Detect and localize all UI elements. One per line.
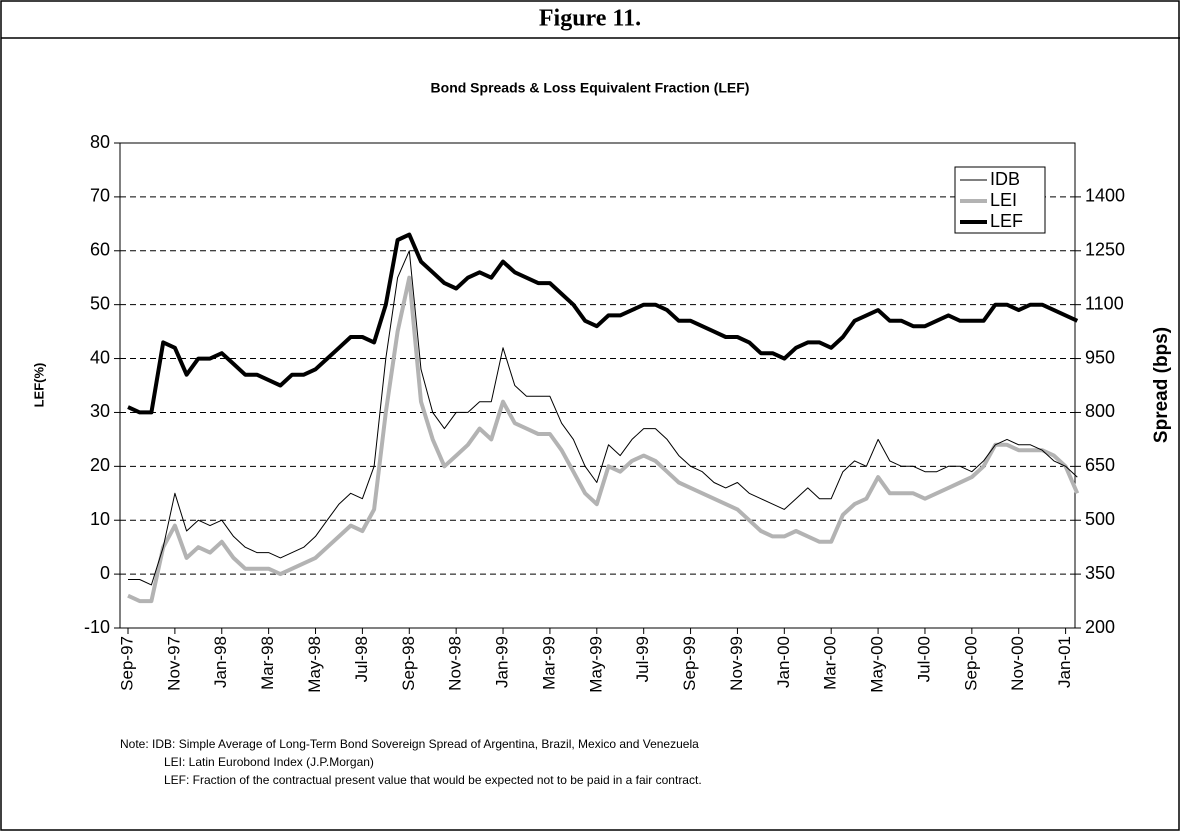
legend-label: LEI: [990, 190, 1017, 210]
y2-tick-label: 800: [1085, 401, 1115, 421]
plot-frame: [119, 142, 1076, 629]
y2-tick-label: 200: [1085, 617, 1115, 637]
x-tick-label: Mar-99: [539, 636, 558, 690]
series-line: [127, 275, 1080, 604]
x-tick-label: Jan-01: [1055, 636, 1074, 688]
x-tick-label: Nov-99: [727, 636, 746, 691]
x-tick-label: May-98: [305, 636, 324, 693]
note: LEF: Fraction of the contractual present…: [164, 773, 702, 787]
x-tick-label: Nov-97: [164, 636, 183, 691]
x-tick-label: Jul-99: [633, 636, 652, 682]
note: Note: IDB: Simple Average of Long-Term B…: [120, 737, 699, 751]
legend-label: IDB: [990, 169, 1020, 189]
x-tick-label: Sep-97: [117, 636, 136, 691]
y-tick-label: 40: [90, 347, 110, 367]
x-tick-label: Nov-98: [446, 636, 465, 691]
chart-title: Bond Spreads & Loss Equivalent Fraction …: [431, 80, 750, 96]
y-tick-label: 80: [90, 132, 110, 152]
note: LEI: Latin Eurobond Index (J.P.Morgan): [164, 755, 374, 769]
y-tick-label: 70: [90, 186, 110, 206]
y-axis-label: LEF(%): [31, 363, 46, 408]
y2-tick-label: 1250: [1085, 240, 1125, 260]
x-tick-label: Jul-00: [914, 636, 933, 682]
series-line: [127, 232, 1079, 415]
y-tick-label: 60: [90, 240, 110, 260]
x-tick-label: Sep-98: [399, 636, 418, 691]
x-tick-label: Mar-98: [258, 636, 277, 690]
y-tick-label: 20: [90, 455, 110, 475]
y-tick-label: 0: [100, 563, 110, 583]
x-tick-label: May-99: [586, 636, 605, 693]
y2-axis-label: Spread (bps): [1151, 327, 1172, 443]
y2-tick-label: 500: [1085, 509, 1115, 529]
x-tick-label: Jan-99: [493, 636, 512, 688]
y2-tick-label: 1100: [1085, 293, 1124, 313]
y2-tick-label: 950: [1085, 347, 1115, 367]
y-tick-label: 30: [90, 401, 110, 421]
x-tick-label: Sep-00: [961, 636, 980, 691]
y2-tick-label: 1400: [1085, 186, 1125, 206]
x-tick-label: Jan-98: [211, 636, 230, 688]
x-tick-label: Jan-00: [774, 636, 793, 688]
y2-tick-label: 350: [1085, 563, 1115, 583]
y-tick-label: -10: [84, 617, 110, 637]
series-line: [128, 250, 1078, 586]
y-tick-label: 10: [90, 509, 110, 529]
x-tick-label: Nov-00: [1008, 636, 1027, 691]
figure-title: Figure 11.: [539, 6, 641, 32]
x-tick-label: May-00: [868, 636, 887, 693]
y-tick-label: 50: [90, 293, 110, 313]
legend-label: LEF: [990, 211, 1023, 231]
y2-tick-label: 650: [1085, 455, 1115, 475]
x-tick-label: Jul-98: [352, 636, 371, 682]
x-tick-label: Mar-00: [821, 636, 840, 690]
x-tick-label: Sep-99: [680, 636, 699, 691]
